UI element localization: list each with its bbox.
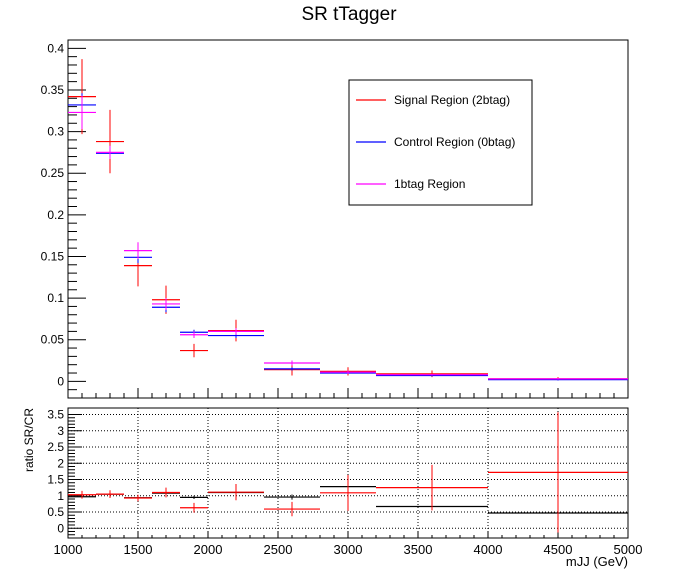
x-tick-label: 2000 — [194, 542, 223, 557]
y-tick-label: 0.05 — [41, 333, 65, 347]
top-frame — [67, 39, 629, 399]
x-tick-label: 3000 — [334, 542, 363, 557]
legend-label: Control Region (0btag) — [394, 135, 515, 149]
y-tick-label: 0.35 — [41, 83, 65, 97]
chart-title: SR tTagger — [301, 4, 397, 25]
ratio-y-tick-label: 2.5 — [47, 440, 64, 454]
y-tick-label: 0.15 — [41, 249, 65, 263]
ratio-y-tick-label: 0 — [57, 521, 64, 535]
ratio-series-1 — [68, 412, 628, 533]
x-tick-label: 5000 — [614, 542, 643, 557]
y-tick-label: 0.25 — [41, 166, 65, 180]
top-series-2 — [68, 95, 628, 380]
ratio-y-tick-label: 1.5 — [47, 473, 64, 487]
legend-label: Signal Region (2btag) — [394, 93, 510, 107]
x-tick-label: 1000 — [54, 542, 83, 557]
y-tick-label: 0.4 — [47, 41, 64, 55]
ratio-y-tick-label: 1 — [57, 489, 64, 503]
ratio-y-tick-label: 3 — [57, 424, 64, 438]
x-tick-label: 4500 — [544, 542, 573, 557]
ratio-y-tick-label: 3.5 — [47, 408, 64, 422]
top-panel: 0 0.05 0.1 0.15 0.2 0.25 0.3 0.35 0.4 — [41, 39, 629, 399]
ratio-panel: 0 0.5 1 1.5 2 2.5 3 3.5 1000 1500 2000 2500 3000 3500… — [47, 407, 643, 557]
x-tick-label: 3500 — [404, 542, 433, 557]
top-series-0 — [68, 59, 628, 381]
legend: Signal Region (2btag) Control Region (0bt… — [348, 79, 533, 206]
top-series-1 — [68, 93, 628, 381]
y-tick-label: 0.2 — [47, 208, 64, 222]
y-tick-label: 0.1 — [47, 291, 64, 305]
x-tick-label: 2500 — [264, 542, 293, 557]
y-tick-label: 0.3 — [47, 125, 64, 139]
ratio-y-axis-label: ratio SR/CR — [22, 408, 36, 472]
x-axis-label: mJJ (GeV) — [566, 554, 628, 569]
ratio-frame — [67, 407, 629, 539]
x-tick-label: 4000 — [474, 542, 503, 557]
legend-label: 1btag Region — [394, 177, 465, 191]
y-tick-label: 0 — [57, 374, 64, 388]
ratio-y-tick-label: 0.5 — [47, 505, 64, 519]
x-tick-label: 1500 — [124, 542, 153, 557]
ratio-y-tick-label: 2 — [57, 456, 64, 470]
